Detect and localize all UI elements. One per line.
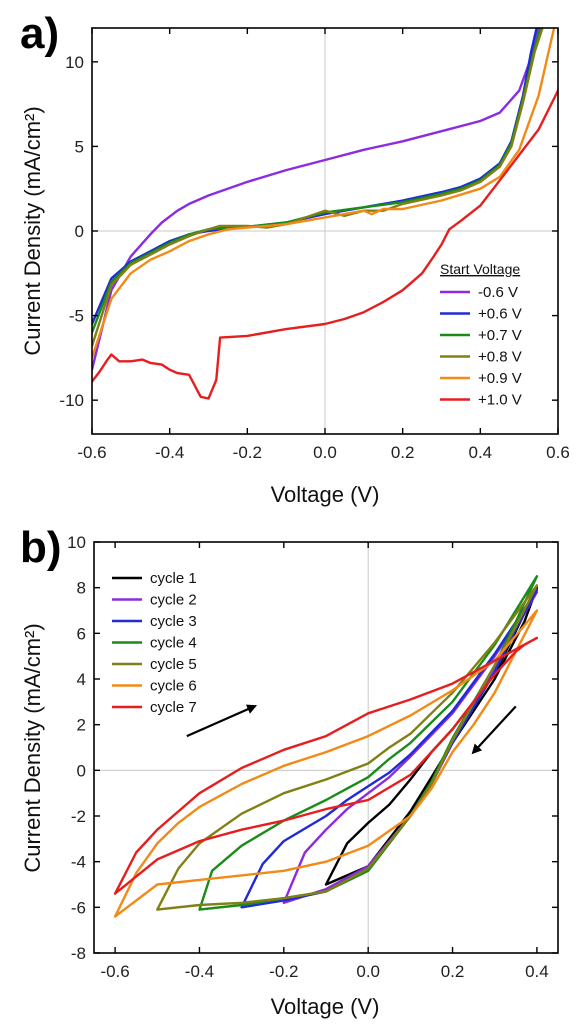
a-x-tick-label: 0.4	[469, 443, 493, 462]
a-x-tick-label: -0.2	[233, 443, 262, 462]
a-legend-label: +0.8 V	[478, 349, 522, 366]
a-x-tick-label: 0.0	[313, 443, 337, 462]
a-x-axis: -0.6 -0.4 -0.2 0.0 0.2 0.4 0.6	[77, 28, 570, 462]
b-legend: cycle 1 cycle 2 cycle 3 cycle 4 cycle 5 cycle…	[112, 570, 197, 716]
b-sweep-arrow	[186, 704, 258, 738]
a-legend-label: +0.6 V	[478, 306, 522, 323]
a-series-line	[92, 28, 542, 334]
b-y-tick-label: -6	[71, 898, 86, 917]
b-x-axis: -0.6 -0.4 -0.2 0.0 0.2 0.4	[100, 542, 549, 981]
b-x-tick-label: 0.4	[525, 962, 549, 981]
b-legend-label: cycle 3	[150, 613, 197, 630]
b-x-tick-label: 0.0	[356, 962, 380, 981]
a-x-tick-label: -0.4	[155, 443, 184, 462]
b-x-tick-label: -0.6	[100, 962, 129, 981]
a-x-tick-label: 0.2	[391, 443, 415, 462]
b-sweep-arrows	[186, 704, 517, 755]
b-y-tick-label: 2	[77, 716, 86, 735]
b-axes-frame	[93, 541, 559, 954]
a-x-tick-label: 0.6	[546, 443, 570, 462]
a-zero-lines	[92, 28, 558, 434]
b-y-axis-label: Current Density (mA/cm²)	[20, 623, 45, 872]
a-y-tick-label: -5	[69, 307, 84, 326]
b-sweep-arrow	[471, 705, 517, 755]
a-y-axis: -10 -5 0 5 10	[59, 53, 558, 410]
panel-b: b) -0.6 -0.4 -0.2 0.0 0.2 0.4 -8 -6 -4 -2 0 2 4 6 8 10…	[20, 523, 559, 1019]
a-series-line	[92, 28, 538, 326]
b-x-tick-label: -0.2	[269, 962, 298, 981]
b-y-tick-label: -4	[71, 853, 86, 872]
b-plot-area	[113, 575, 539, 918]
b-legend-label: cycle 6	[150, 678, 197, 695]
b-zero-lines	[94, 542, 558, 953]
a-y-tick-label: 0	[75, 222, 84, 241]
panel-a-label: a)	[20, 9, 59, 58]
a-x-axis-label: Voltage (V)	[271, 482, 380, 507]
b-y-tick-label: -2	[71, 807, 86, 826]
b-y-tick-label: 10	[67, 533, 86, 552]
a-legend-label: -0.6 V	[478, 284, 518, 301]
b-y-tick-label: 6	[77, 624, 86, 643]
b-x-axis-label: Voltage (V)	[271, 994, 380, 1019]
a-legend-label: +0.7 V	[478, 327, 522, 344]
a-series-line	[92, 28, 544, 348]
a-series-line	[92, 28, 556, 360]
a-y-tick-label: -10	[59, 391, 84, 410]
b-series-line	[156, 584, 539, 911]
b-y-tick-label: 8	[77, 579, 86, 598]
b-y-tick-label: 4	[77, 670, 86, 689]
b-legend-label: cycle 1	[150, 570, 197, 587]
a-y-tick-label: 10	[65, 53, 84, 72]
b-x-tick-label: -0.4	[185, 962, 214, 981]
a-series-line	[92, 89, 558, 400]
b-y-tick-label: -8	[71, 944, 86, 963]
a-legend-label: +1.0 V	[478, 392, 522, 409]
a-y-axis-label: Current Density (mA/cm²)	[20, 106, 45, 355]
b-y-axis: -8 -6 -4 -2 0 2 4 6 8 10	[67, 533, 558, 963]
a-legend-title: Start Voltage	[440, 261, 520, 277]
a-x-tick-label: -0.6	[77, 443, 106, 462]
b-y-tick-label: 0	[77, 761, 86, 780]
panel-a: a) -0.6 -0.4 -0.2 0.0 0.2 0.4 0.6 -10 -5 0 5 10 Vo…	[20, 9, 570, 507]
b-series-line	[113, 609, 539, 918]
panel-b-label: b)	[20, 523, 62, 572]
b-legend-label: cycle 2	[150, 592, 197, 609]
b-series-line	[113, 636, 539, 895]
b-legend-label: cycle 5	[150, 656, 197, 673]
b-legend-label: cycle 7	[150, 699, 197, 716]
b-x-tick-label: 0.2	[441, 962, 465, 981]
a-y-tick-label: 5	[75, 137, 84, 156]
a-legend: Start Voltage -0.6 V +0.6 V +0.7 V +0.8 V +0…	[440, 261, 522, 409]
a-plot-area	[92, 28, 558, 400]
a-series-line	[92, 28, 540, 371]
b-legend-label: cycle 4	[150, 635, 197, 652]
a-legend-label: +0.9 V	[478, 370, 522, 387]
